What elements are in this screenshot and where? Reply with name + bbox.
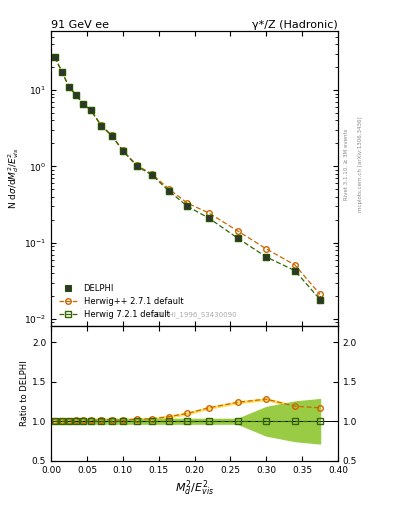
Text: 91 GeV ee: 91 GeV ee bbox=[51, 20, 109, 30]
Legend: DELPHI, Herwig++ 2.7.1 default, Herwig 7.2.1 default: DELPHI, Herwig++ 2.7.1 default, Herwig 7… bbox=[55, 280, 187, 322]
Y-axis label: Ratio to DELPHI: Ratio to DELPHI bbox=[20, 361, 29, 426]
Text: γ*/Z (Hadronic): γ*/Z (Hadronic) bbox=[252, 20, 338, 30]
Text: mcplots.cern.ch [arXiv:1306.3436]: mcplots.cern.ch [arXiv:1306.3436] bbox=[358, 116, 363, 211]
Text: DELPHI_1996_S3430090: DELPHI_1996_S3430090 bbox=[152, 311, 237, 317]
X-axis label: $M^2_d/E^2_{vis}$: $M^2_d/E^2_{vis}$ bbox=[175, 479, 214, 498]
Text: Rivet 3.1.10, ≥ 3M events: Rivet 3.1.10, ≥ 3M events bbox=[344, 128, 349, 200]
Y-axis label: N d$\sigma$/d$M^2_d$/$E^2_{vis}$: N d$\sigma$/d$M^2_d$/$E^2_{vis}$ bbox=[6, 147, 21, 209]
